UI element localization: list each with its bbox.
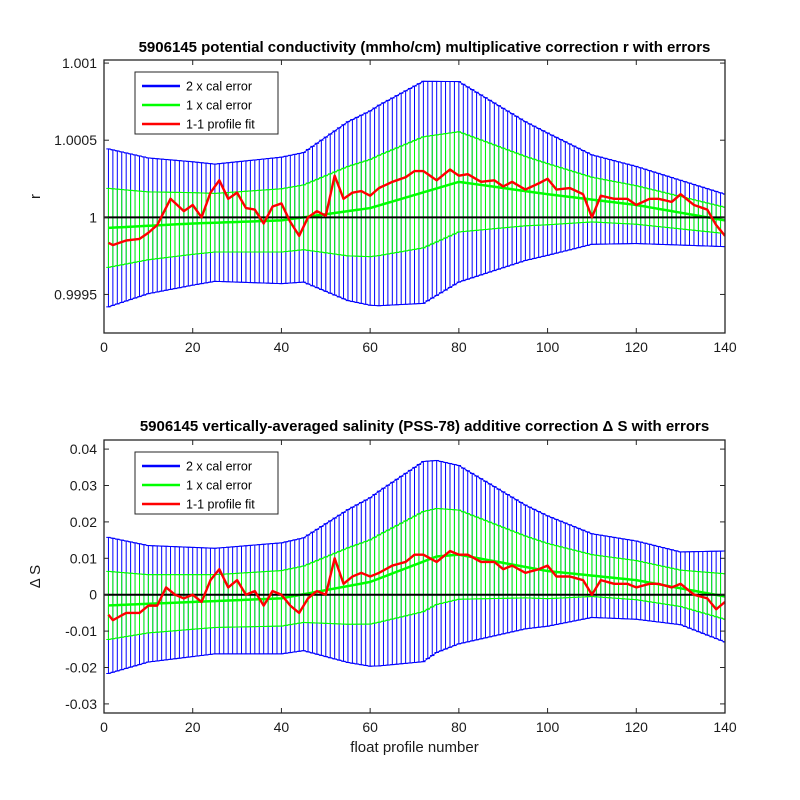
x-tick-label: 60 xyxy=(362,719,378,735)
error-envelope-upper xyxy=(108,507,725,576)
r-chart-title: 5906145 potential conductivity (mmho/cm)… xyxy=(139,39,711,56)
x-tick-label: 20 xyxy=(185,719,201,735)
ds-plot-content xyxy=(104,459,725,675)
y-tick-label: -0.02 xyxy=(65,660,97,676)
ds-y-axis-label: Δ S xyxy=(27,565,44,588)
r-axes-box xyxy=(103,59,726,334)
y-tick-label: 1.0005 xyxy=(54,132,97,148)
y-tick-label: 0 xyxy=(89,587,97,603)
y-tick-label: 0.9995 xyxy=(54,286,97,302)
r-plot-content xyxy=(104,80,725,308)
r-series-profile-fit xyxy=(107,168,725,247)
x-tick-label: 0 xyxy=(100,339,108,355)
fit-line xyxy=(108,180,725,230)
error-envelope-upper xyxy=(108,80,725,195)
x-tick-label: 140 xyxy=(713,339,737,355)
x-tick-label: 60 xyxy=(362,339,378,355)
y-tick-label: 0.04 xyxy=(70,441,97,457)
legend-label: 1 x cal error xyxy=(186,479,252,493)
ds-series-cal-error-1x xyxy=(106,507,725,640)
y-tick-label: 0.01 xyxy=(70,550,97,566)
x-tick-label: 120 xyxy=(625,719,649,735)
y-tick-label: -0.03 xyxy=(65,696,97,712)
legend-label: 1 x cal error xyxy=(186,99,252,113)
error-envelope-upper xyxy=(108,459,725,553)
legend-label: 2 x cal error xyxy=(186,80,252,94)
r-legend: 2 x cal error 1 x cal error 1-1 profile fi… xyxy=(134,71,279,135)
ds-x-axis-label: float profile number xyxy=(350,739,478,756)
x-tick-label: 40 xyxy=(274,339,290,355)
x-tick-label: 140 xyxy=(713,719,737,735)
error-envelope-lower xyxy=(108,221,725,268)
x-tick-label: 0 xyxy=(100,719,108,735)
x-tick-label: 100 xyxy=(536,719,560,735)
y-tick-label: 1 xyxy=(89,209,97,225)
y-tick-label: 1.001 xyxy=(62,55,97,71)
legend-label: 1-1 profile fit xyxy=(186,118,255,132)
x-tick-label: 80 xyxy=(451,339,467,355)
y-tick-label: 0.02 xyxy=(70,514,97,530)
x-tick-label: 40 xyxy=(274,719,290,735)
error-envelope-lower xyxy=(108,243,725,308)
x-tick-label: 120 xyxy=(625,339,649,355)
legend-label: 2 x cal error xyxy=(186,460,252,474)
ds-axes-box xyxy=(103,439,726,714)
fit-line xyxy=(108,553,725,607)
legend-label: 1-1 profile fit xyxy=(186,498,255,512)
ds-series-profile-fit xyxy=(107,549,725,622)
error-envelope-lower xyxy=(108,616,725,674)
y-tick-label: 0.03 xyxy=(70,478,97,494)
chart-salinity-correction: 0 20 40 60 80 100 120 140 -0.03 -0.02 -0.01 0 0.01 0.… xyxy=(27,418,737,756)
x-tick-label: 20 xyxy=(185,339,201,355)
ds-chart-title: 5906145 vertically-averaged salinity (PS… xyxy=(140,418,709,435)
x-tick-label: 100 xyxy=(536,339,560,355)
r-y-axis-label: r xyxy=(27,194,44,199)
x-tick-label: 80 xyxy=(451,719,467,735)
ds-legend: 2 x cal error 1 x cal error 1-1 profile fi… xyxy=(134,451,279,515)
chart-conductivity-correction: 0 20 40 60 80 100 120 140 0.9995 1 1.0005 1.001 5906… xyxy=(27,39,737,355)
error-envelope-lower xyxy=(108,596,725,640)
y-tick-label: -0.01 xyxy=(65,623,97,639)
